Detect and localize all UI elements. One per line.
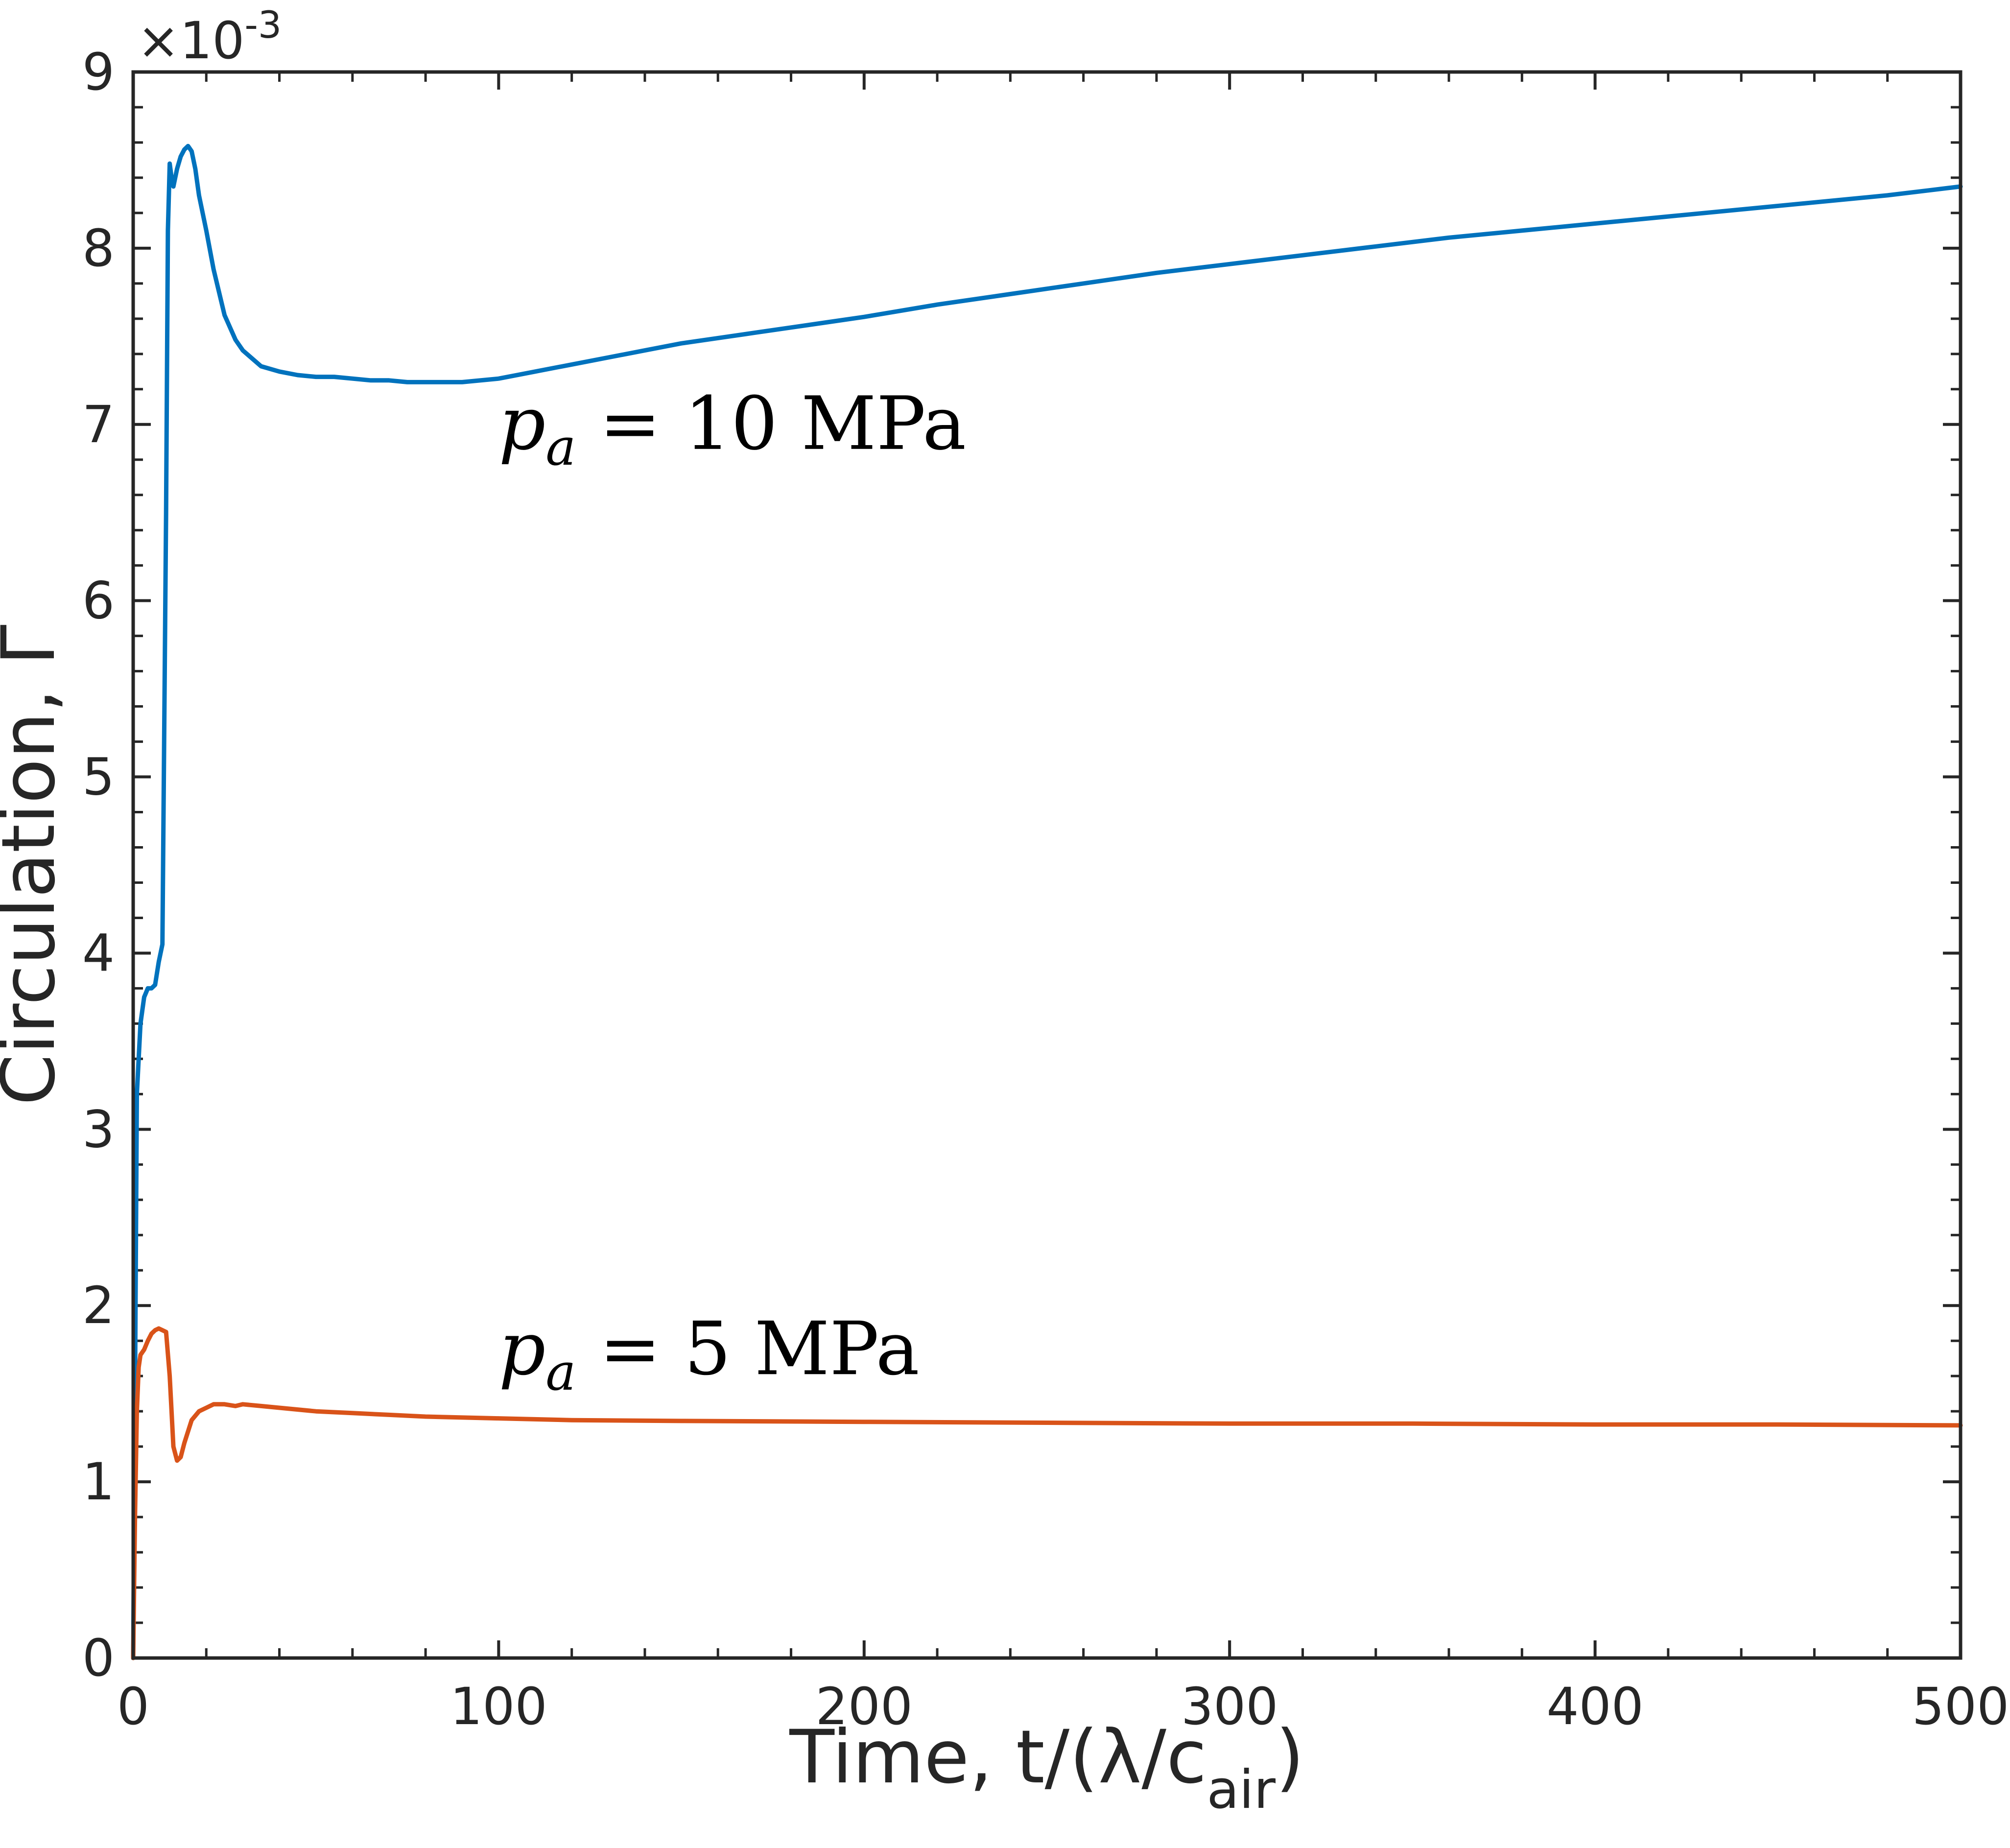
series-line-1 (131, 143, 1963, 1660)
annotation-text: = 5 MPa (576, 1306, 919, 1392)
x-tick-label: 500 (1912, 1677, 2010, 1736)
axes-box (131, 70, 1963, 1660)
y-tick-label: 6 (82, 571, 115, 631)
series-line-2 (131, 1326, 1963, 1660)
y-exponent-power: -3 (244, 3, 282, 47)
y-axis-label: Circulation, Γ (0, 624, 71, 1105)
y-tick-label: 0 (82, 1628, 115, 1688)
x-axis-label-close: ) (1276, 1715, 1304, 1800)
series-layer (131, 143, 1963, 1660)
x-axis-label-main: Time, t/(λ/c (789, 1715, 1206, 1800)
y-tick-label: 3 (82, 1099, 115, 1159)
annotation-symbol: p (498, 381, 545, 467)
annotation-subscript: a (545, 1342, 576, 1402)
y-tick-label: 7 (82, 395, 115, 454)
y-tick-label: 4 (82, 923, 115, 983)
x-tick-label: 400 (1546, 1677, 1644, 1736)
y-tick-label: 5 (82, 747, 115, 807)
annotation-symbol: p (498, 1306, 545, 1392)
x-tick-label: 100 (450, 1677, 547, 1736)
x-tick-label: 200 (816, 1677, 913, 1736)
y-exponent-label: ×10-3 (137, 3, 282, 71)
x-axis-label: Time, t/(λ/cair) (789, 1715, 1304, 1821)
labels: 0 100 200 300 400 500 0 1 2 3 4 5 6 7 8 9 ×10-3 Time, t/(… (0, 3, 2009, 1821)
x-tick-label: 300 (1181, 1677, 1278, 1736)
plot-frame (131, 70, 1963, 1660)
x-axis-label-subscript: air (1206, 1759, 1276, 1821)
y-exponent-base: ×10 (137, 11, 244, 71)
series-annotation-1: pa = 10 MPa (498, 381, 966, 477)
annotation-text: = 10 MPa (576, 381, 966, 467)
series-annotation-2: pa = 5 MPa (498, 1306, 919, 1402)
y-tick-label: 1 (82, 1452, 115, 1512)
y-tick-label: 9 (82, 42, 115, 102)
annotation-subscript: a (545, 417, 576, 477)
x-tick-label: 0 (117, 1677, 149, 1736)
y-tick-label: 2 (82, 1276, 115, 1335)
y-tick-label: 8 (82, 218, 115, 278)
